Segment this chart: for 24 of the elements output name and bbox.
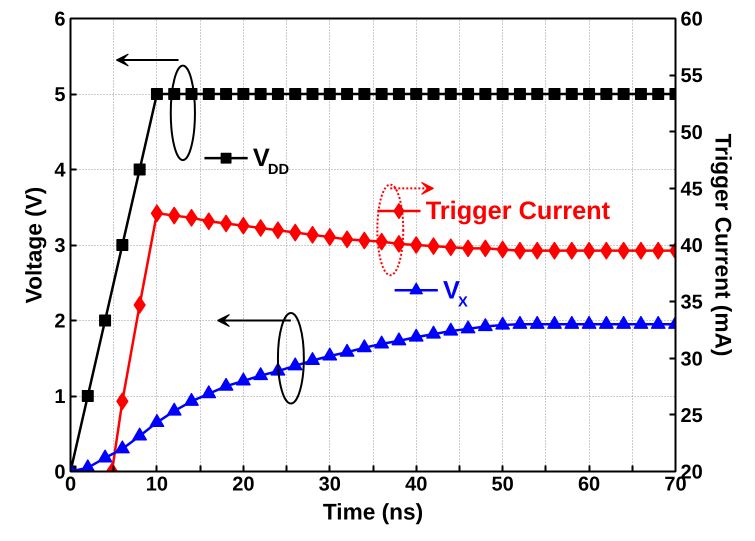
x-tick-label: 60 [578,474,600,496]
y-tick-label: 6 [54,8,66,30]
y2-tick-label: 35 [680,292,703,314]
y-tick-label: 2 [54,310,66,332]
y2-tick-label: 40 [680,235,703,257]
x-tick-label: 30 [318,474,341,496]
y2-axis-title: Trigger Current (mA) [710,134,737,356]
y-tick-label: 5 [54,84,66,106]
x-tick-label: 50 [492,474,514,496]
y2-tick-label: 50 [680,122,703,144]
y2-tick-label: 55 [680,65,703,88]
x-tick-label: 40 [405,474,428,496]
y-tick-label: 3 [54,235,66,257]
y2-tick-label: 30 [680,348,703,370]
y-tick-label: 4 [54,160,66,182]
y-tick-label: 1 [54,386,66,408]
y2-tick-label: 60 [680,8,703,30]
x-axis-title: Time (ns) [322,498,424,524]
y2-tick-label: 45 [680,178,703,200]
x-tick-label: 10 [146,474,168,496]
y-axis-title: Voltage (V) [20,186,46,304]
y2-tick-label: 25 [680,404,703,427]
legend-label: Trigger Current [426,197,611,226]
x-tick-label: 20 [232,474,254,496]
